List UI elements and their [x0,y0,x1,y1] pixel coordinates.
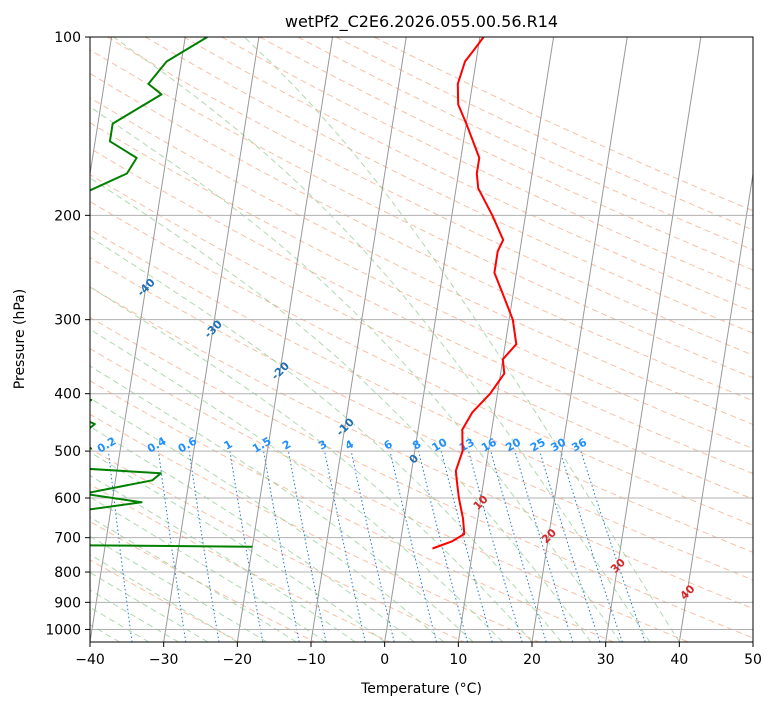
dry-adiabat-line [297,37,753,251]
y-axis-title: Pressure (hPa) [12,289,28,389]
dry-adiabat-line [373,37,753,212]
sounding-series [90,37,518,550]
mixing-ratio-line [188,451,220,642]
dry-adiabat-line [90,316,753,639]
mixing-ratio-line [287,451,327,642]
isotherms [90,37,753,642]
moist-adiabat-line [90,236,562,642]
isotherm-line [384,37,481,642]
mixing-ratio-line [539,450,601,642]
mixing-ratio-line [389,450,437,642]
plot-frame [89,36,754,643]
moist-adiabat-line [90,426,415,642]
dry-adiabats [90,37,753,642]
dry-adiabat-line [90,257,753,581]
mixing-ratio-line [580,450,646,642]
mixing-ratio-line [559,450,623,642]
moist-adiabat-line [243,37,680,642]
y-tick-label: 300 [54,313,81,329]
x-tick-label: 0 [380,652,389,668]
dry-adiabat-line [183,37,753,313]
y-tick-label: 1000 [45,622,81,638]
dry-adiabat-line [90,483,390,642]
dry-adiabat-line [90,122,753,450]
y-tick-label: 700 [54,531,81,547]
moist-adiabat-line [90,474,356,642]
moist-adiabat-line [90,397,444,642]
pressure-gridlines [90,37,753,630]
moist-adiabat-line [90,106,621,642]
x-tick-label: 40 [670,652,688,668]
moist-adiabat-line [113,37,651,642]
isotherm-line [90,37,113,178]
moist-adiabat-line [90,177,592,642]
dry-adiabat-line [90,147,753,475]
y-tick-label: 400 [54,387,81,403]
x-tick-label: 20 [523,652,541,668]
y-tick-label: 500 [54,444,81,460]
y-tick-label: 100 [54,30,81,46]
isotherm-line [605,37,702,642]
x-tick-label: −30 [149,652,179,668]
isotherm-line [236,37,334,642]
moist-adiabat-line [90,554,238,642]
dry-adiabat-line [90,228,753,553]
mixing-ratio-line [418,450,468,642]
moist-adiabat-line [90,589,179,642]
moist-adiabat-line [90,286,533,642]
mixing-ratio-line [324,451,366,642]
y-tick-label: 200 [54,208,81,224]
mixing-ratio-line [514,450,574,642]
dry-adiabat-line [90,200,753,526]
isotherm-line [163,37,260,642]
x-tick-label: 10 [449,652,467,668]
dry-adiabat-line [90,286,753,610]
moist-adiabat-line [90,451,386,642]
mixing-ratio-line [490,450,547,642]
dry-adiabat-line [90,72,753,402]
x-tick-label: −40 [75,652,105,668]
dry-adiabat-line [107,37,753,356]
isotherm-line [90,37,186,642]
x-tick-label: −20 [223,652,253,668]
y-tick-label: 900 [54,595,81,611]
temperature-line [432,37,518,550]
moist-adiabats [90,37,680,642]
dewpoint-line [90,37,253,548]
isotherm-line [531,37,628,642]
y-tick-label: 600 [54,491,81,507]
y-axis: 100 200 300 400 500 600 700 800 900 1000 [45,30,90,638]
mixing-ratio-line [468,450,523,642]
x-tick-label: −10 [296,652,326,668]
y-tick-label: 800 [54,565,81,581]
moist-adiabat-line [90,535,268,642]
moist-adiabat-line [90,328,503,642]
moist-adiabat-line [90,571,209,642]
moist-adiabat-line [90,365,474,642]
dry-adiabat-line [259,37,753,271]
dry-adiabat-line [90,97,753,426]
dry-adiabat-line [90,380,614,642]
x-axis-title: Temperature (°C) [360,681,482,697]
isotherm-line [678,170,753,642]
dry-adiabat-line [90,448,465,642]
isotherm-line [457,37,555,642]
mixing-ratio-line [157,451,187,642]
isotherm-line [310,37,407,642]
chart-title: wetPf2_C2E6.2026.055.00.56.R14 [285,12,558,32]
x-tick-label: 50 [744,652,762,668]
x-axis: −40 −30 −20 −10 0 10 20 30 40 50 [75,642,762,668]
x-tick-label: 30 [597,652,615,668]
